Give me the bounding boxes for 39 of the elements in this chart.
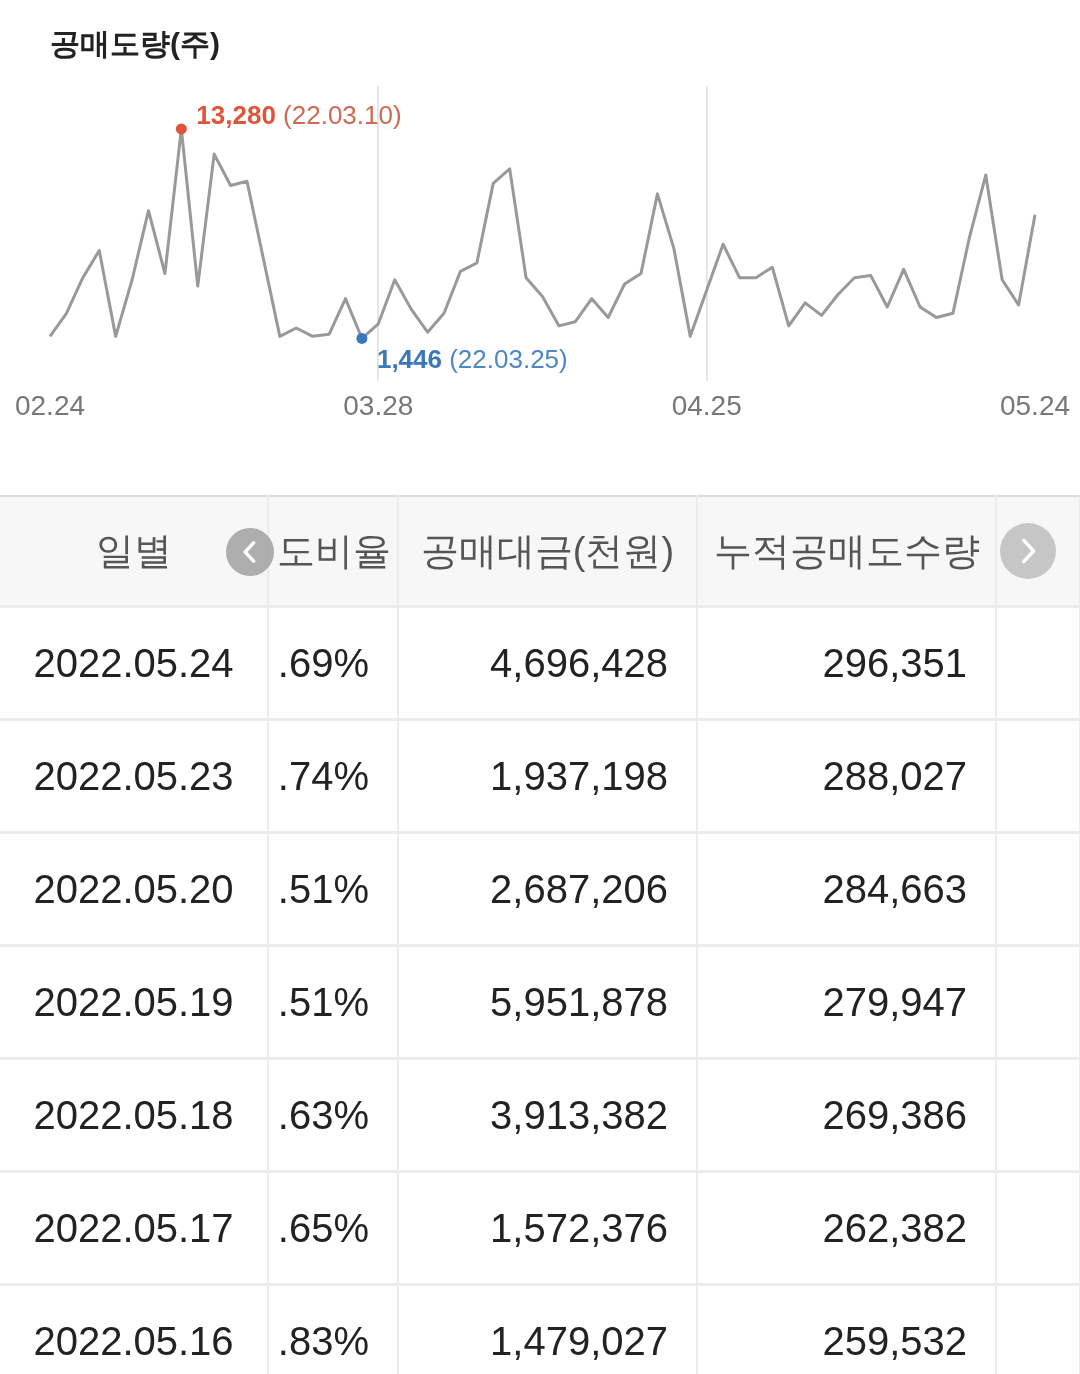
category-label: 공매대금(천원) bbox=[398, 496, 697, 607]
text: 262,382 bbox=[822, 1205, 967, 1250]
text: 288,027 bbox=[822, 753, 967, 798]
text: 1,572,376 bbox=[490, 1205, 668, 1250]
text: 259,532 bbox=[822, 1318, 967, 1363]
text: .74% bbox=[277, 753, 369, 798]
category-label: 2022.05.17 bbox=[33, 1205, 234, 1250]
category-label: 누적공매도수량 bbox=[697, 496, 996, 607]
text: 296,351 bbox=[822, 640, 967, 685]
text: 일별 bbox=[0, 496, 268, 607]
category-label: 2022.05.16 bbox=[33, 1318, 234, 1363]
text: 269,386 bbox=[822, 1092, 967, 1137]
text: 3,913,382 bbox=[490, 1092, 668, 1137]
category-label: 2022.05.23 bbox=[33, 753, 234, 798]
category-label: 도비율 bbox=[268, 496, 398, 607]
text: .83% bbox=[277, 1318, 369, 1363]
category-label: 2022.05.24 bbox=[33, 640, 234, 685]
text: .65% bbox=[277, 1205, 369, 1250]
x-tick-label: 05.24 bbox=[999, 389, 1071, 421]
text: .63% bbox=[277, 1092, 369, 1137]
x-tick-label: 03.28 bbox=[343, 389, 414, 421]
text: .51% bbox=[277, 866, 369, 911]
category-label: 2022.05.18 bbox=[33, 1092, 234, 1137]
text: .51% bbox=[277, 979, 369, 1024]
text: 1,479,027 bbox=[490, 1318, 668, 1363]
text: 1,937,198 bbox=[490, 753, 668, 798]
text: 5,951,878 bbox=[490, 979, 668, 1024]
text: 1,446 (22.03.25) bbox=[376, 343, 568, 374]
text: 284,663 bbox=[822, 866, 967, 911]
x-tick-label: 02.24 bbox=[14, 389, 86, 421]
text: 4,696,428 bbox=[490, 640, 668, 685]
text: 279,947 bbox=[822, 979, 967, 1024]
text: 2,687,206 bbox=[490, 866, 668, 911]
category-label: 2022.05.20 bbox=[33, 866, 234, 911]
category-label: 2022.05.19 bbox=[33, 979, 234, 1024]
chart-title: 공매도량(주) bbox=[50, 27, 220, 61]
x-tick-label: 04.25 bbox=[671, 389, 742, 421]
annotation: 13,280 (22.03.10) bbox=[196, 100, 402, 131]
text: .69% bbox=[277, 640, 369, 685]
